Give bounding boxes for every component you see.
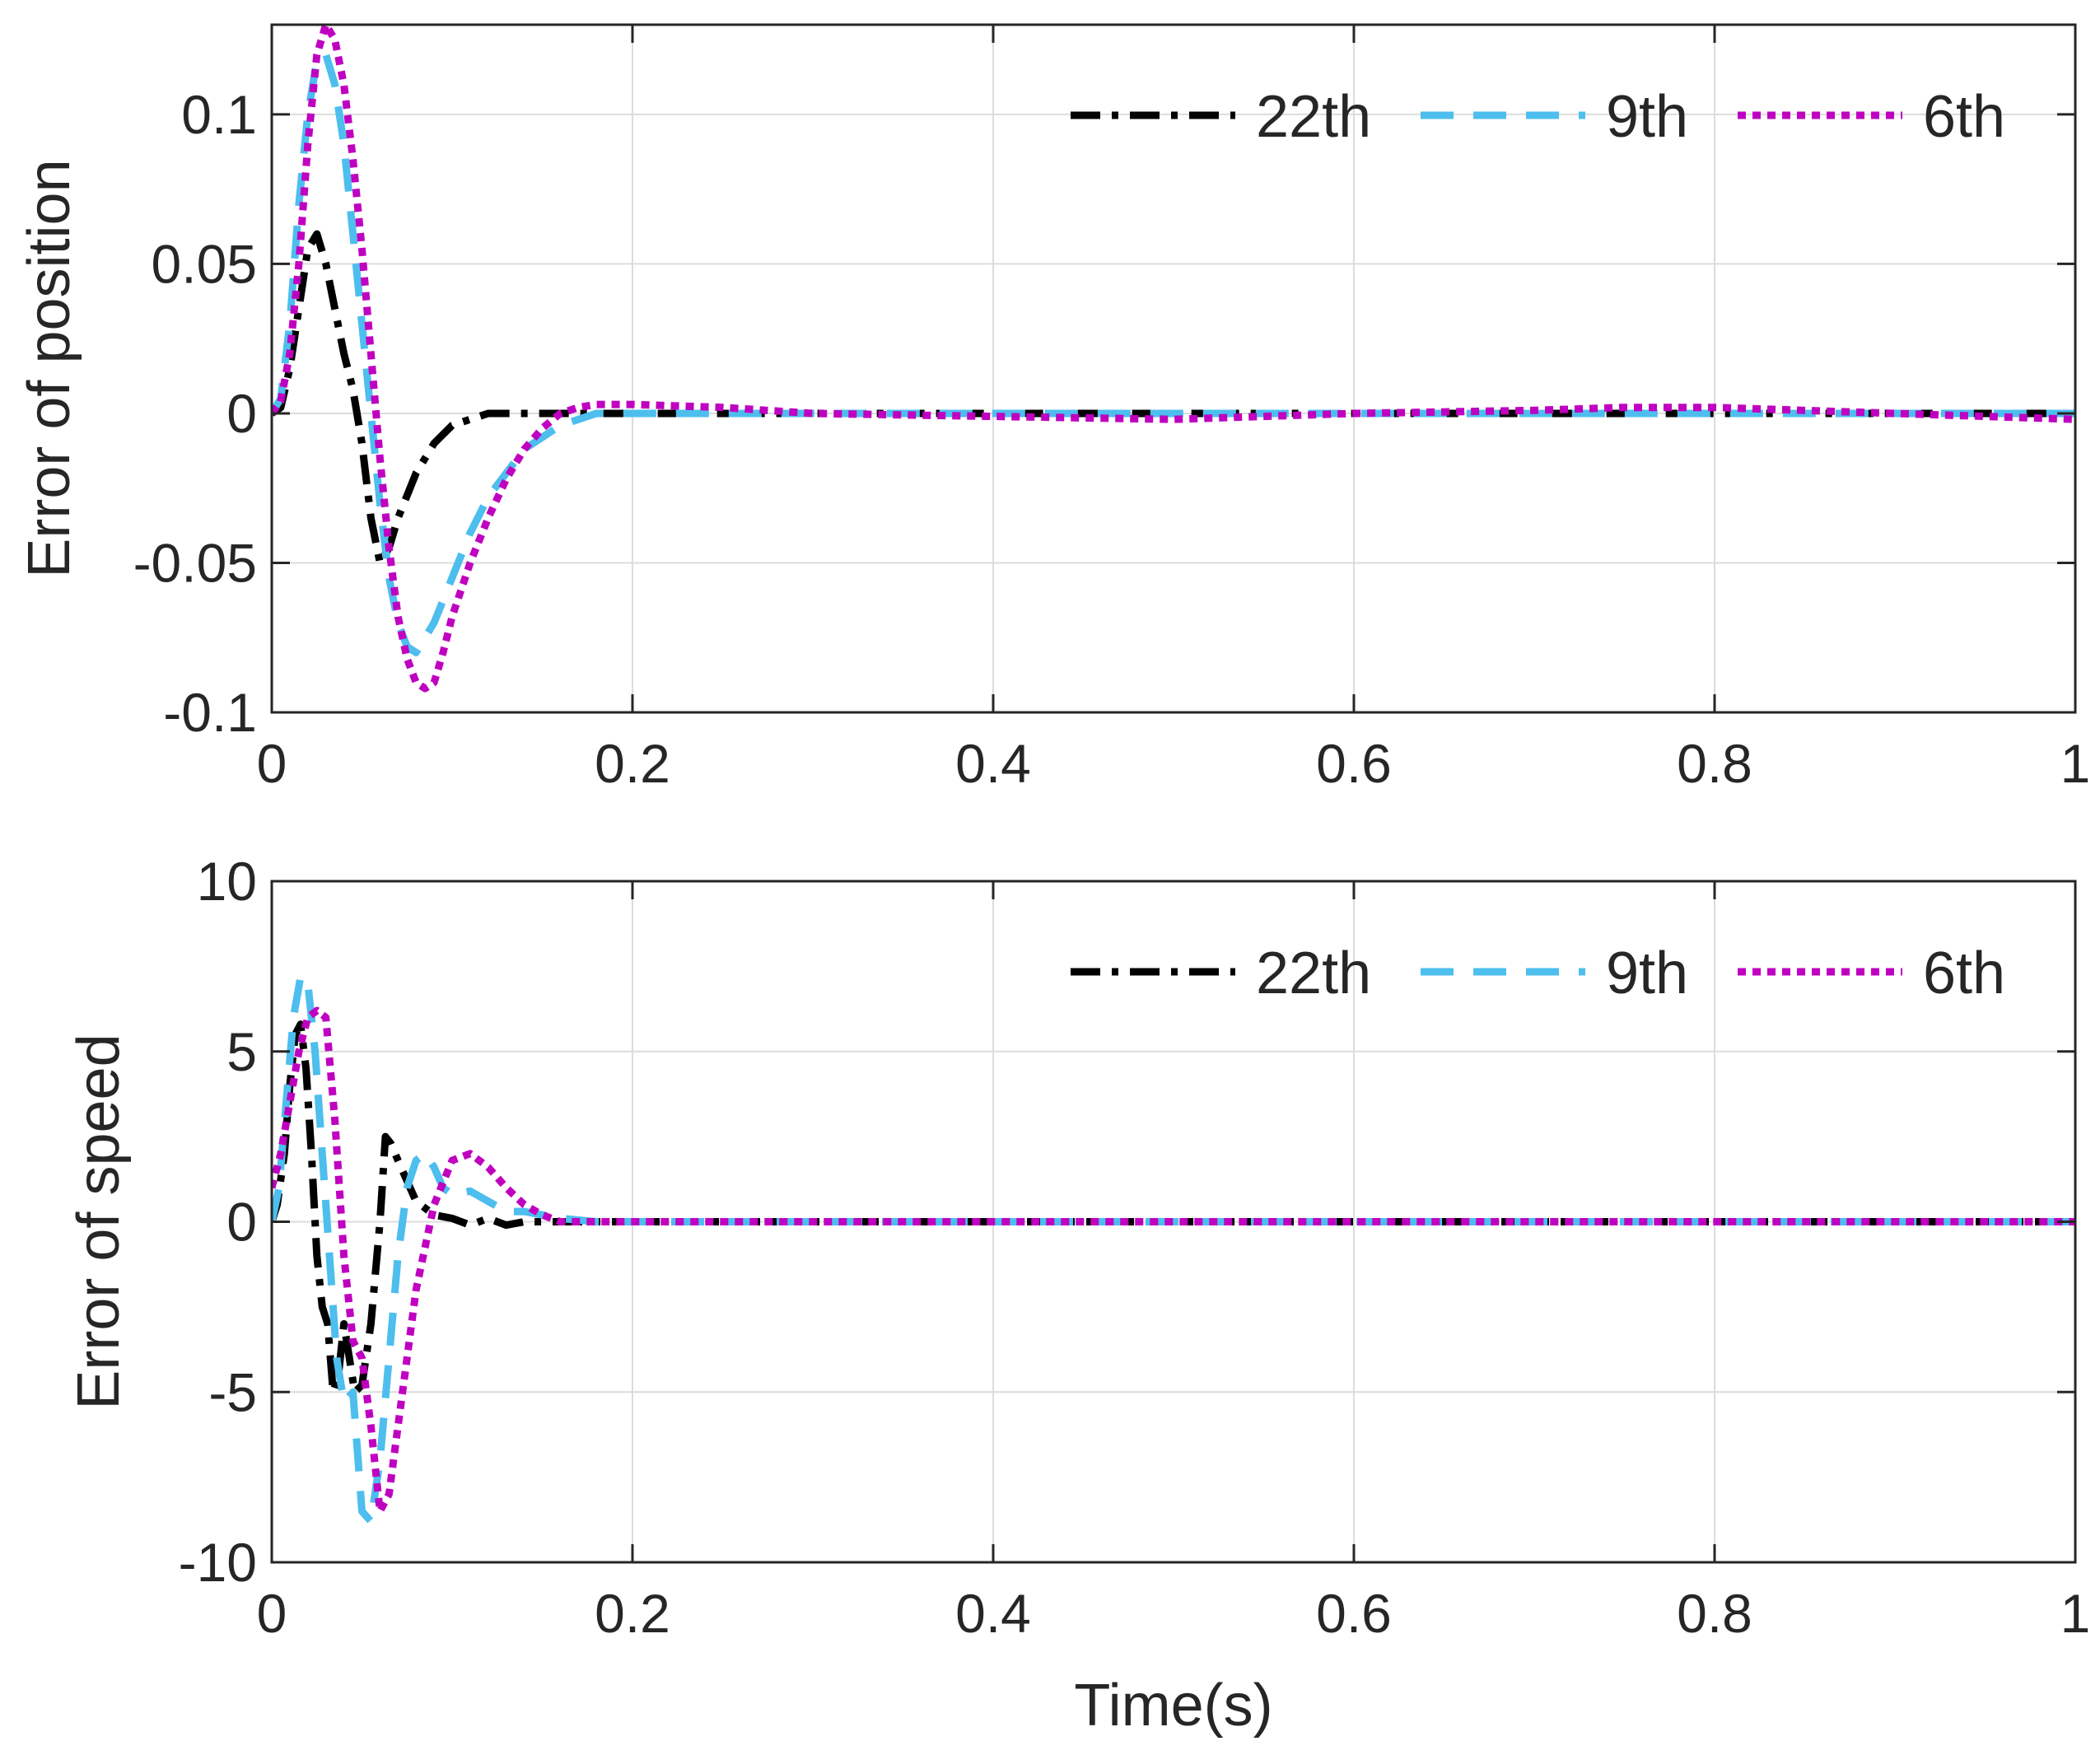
- x-tick-label: 0.6: [1316, 1583, 1392, 1644]
- legend-item-9th[interactable]: 9th: [1421, 84, 1688, 150]
- x-tick-label: 0.4: [955, 733, 1031, 794]
- position-ticks: 0 0.2 0.4 0.6 0.8 1 -0.1 -0.05 0 0.05 0.1: [133, 25, 2091, 794]
- speed-error-axes: 0 0.2 0.4 0.6 0.8 1 -10 -5 0 5 10 22th 9th 6th Error…: [66, 851, 2090, 1739]
- legend-item-6th[interactable]: 6th: [1738, 941, 2005, 1006]
- legend-label: 9th: [1606, 941, 1688, 1006]
- legend-item-22th[interactable]: 22th: [1071, 84, 1371, 150]
- speed-legend[interactable]: 22th 9th 6th: [1071, 941, 2005, 1006]
- x-tick-label: 0.8: [1677, 733, 1752, 794]
- x-tick-label: 0.4: [955, 1583, 1031, 1644]
- x-tick-label: 0.2: [595, 733, 670, 794]
- speed-series-lines: [272, 973, 2075, 1525]
- x-tick-label: 0: [257, 733, 287, 794]
- y-tick-label: 0.1: [181, 84, 257, 145]
- y-tick-label: 0: [226, 383, 257, 444]
- x-tick-label: 0.6: [1316, 733, 1392, 794]
- y-axis-label-position: Error of position: [16, 159, 82, 577]
- x-tick-label: 0.2: [595, 1583, 670, 1644]
- x-tick-label: 0: [257, 1583, 287, 1644]
- legend-item-6th[interactable]: 6th: [1738, 84, 2005, 150]
- y-tick-label: 0.05: [152, 233, 257, 294]
- y-tick-label: 0: [226, 1192, 257, 1253]
- y-tick-label: 5: [226, 1021, 257, 1082]
- x-tick-label: 0.8: [1677, 1583, 1752, 1644]
- position-axes-frame: [270, 23, 2077, 714]
- series-line-6th: [272, 25, 2075, 693]
- position-error-axes: 0 0.2 0.4 0.6 0.8 1 -0.1 -0.05 0 0.05 0.1 22th 9th 6…: [16, 23, 2091, 794]
- y-axis-label-speed: Error of speed: [66, 1034, 132, 1409]
- legend-label: 6th: [1923, 84, 2005, 150]
- y-tick-label: -10: [179, 1532, 257, 1593]
- legend-item-9th[interactable]: 9th: [1421, 941, 1688, 1006]
- x-axis-label-time: Time(s): [1074, 1673, 1272, 1739]
- position-plot-area: [272, 25, 2075, 712]
- legend-label: 22th: [1256, 941, 1371, 1006]
- x-tick-label: 1: [2060, 733, 2091, 794]
- series-line-22th: [272, 1020, 2075, 1396]
- y-tick-label: -5: [208, 1361, 257, 1422]
- y-tick-label: -0.1: [163, 682, 257, 743]
- legend-label: 6th: [1923, 941, 2005, 1006]
- legend-item-22th[interactable]: 22th: [1071, 941, 1371, 1006]
- y-tick-label: -0.05: [133, 532, 257, 593]
- position-series-lines: [272, 25, 2075, 693]
- series-line-9th: [272, 50, 2075, 656]
- y-tick-label: 10: [197, 851, 257, 912]
- x-tick-label: 1: [2060, 1583, 2091, 1644]
- legend-label: 9th: [1606, 84, 1688, 150]
- speed-ticks: 0 0.2 0.4 0.6 0.8 1 -10 -5 0 5 10: [179, 851, 2091, 1644]
- legend-label: 22th: [1256, 84, 1371, 150]
- position-legend[interactable]: 22th 9th 6th: [1071, 84, 2005, 150]
- series-line-6th: [272, 1006, 2075, 1515]
